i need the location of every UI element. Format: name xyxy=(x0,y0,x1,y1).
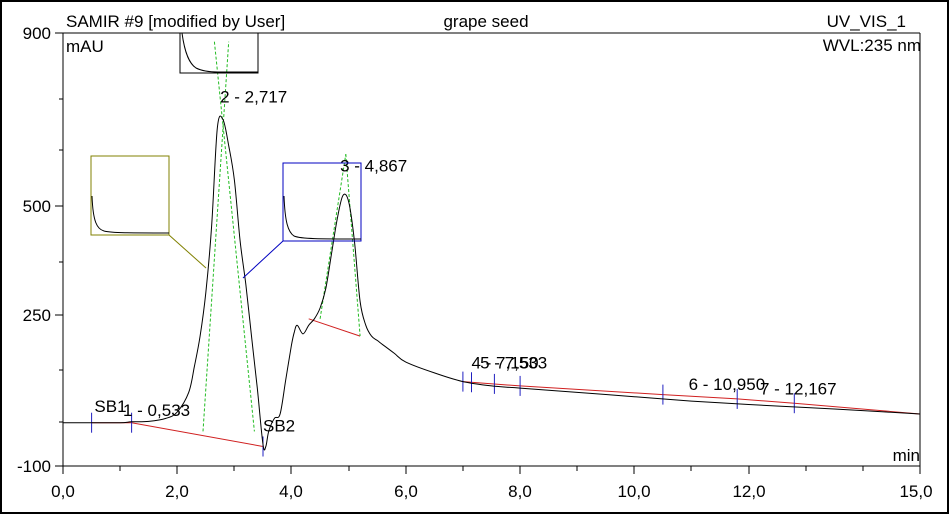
y-tick-label-900: 900 xyxy=(23,24,51,43)
peak-label-3: 2 - 2,717 xyxy=(220,87,287,106)
x-tick-label-10: 10,0 xyxy=(617,482,650,501)
y-tick-label-minus100: -100 xyxy=(17,457,51,476)
peak-label-5: 3 - 4,867 xyxy=(340,157,407,176)
baseline-2 xyxy=(308,318,361,337)
y-tick-label-500: 500 xyxy=(23,197,51,216)
fit-line-1 xyxy=(202,41,230,432)
y-tick-label-250: 250 xyxy=(23,306,51,325)
zoom-inset-blue xyxy=(242,162,362,279)
channel-label: UV_VIS_1 xyxy=(827,12,906,31)
inset-trace-olive xyxy=(91,195,169,234)
baseline-3 xyxy=(462,381,920,415)
baseline-1 xyxy=(91,422,264,447)
fit-line-3 xyxy=(319,154,347,319)
inset-frame-black xyxy=(179,32,259,74)
peak-label-8: 6 - 10,950 xyxy=(689,375,766,394)
fit-line-4 xyxy=(345,154,361,337)
peak-label-1: 1 - 0,533 xyxy=(123,401,190,420)
peak-fit-lines xyxy=(202,41,361,432)
y-axis-ticks xyxy=(55,32,63,467)
sample-name: grape seed xyxy=(443,12,528,31)
x-tick-label-12: 12,0 xyxy=(732,482,765,501)
inset-frame-blue xyxy=(282,162,362,242)
inset-frame-olive xyxy=(90,155,170,236)
zoom-inset-olive xyxy=(90,155,207,269)
x-axis-unit: min xyxy=(893,446,920,465)
chromatogram-trace xyxy=(63,115,920,451)
inset-connector-blue xyxy=(242,240,284,279)
peak-label-2: SB1 xyxy=(94,397,126,416)
x-tick-label-6: 6,0 xyxy=(394,482,418,501)
x-tick-label-15: 15,0 xyxy=(899,482,932,501)
x-axis-ticks xyxy=(62,466,921,474)
x-tick-label-0: 0,0 xyxy=(51,482,75,501)
wavelength-label: WVL:235 nm xyxy=(823,36,921,55)
peak-label-9: 7 - 12,167 xyxy=(760,380,837,399)
peak-label-6: 4 - 7,150 xyxy=(472,354,539,373)
plot-area xyxy=(63,41,920,457)
inset-trace-blue xyxy=(283,195,361,240)
x-tick-label-4: 4,0 xyxy=(279,482,303,501)
inset-connector-olive xyxy=(168,234,207,269)
fit-line-2 xyxy=(213,41,255,432)
peak-label-7: 5 - 7,533 xyxy=(480,354,547,373)
zoom-inset-peak-2 xyxy=(179,32,259,74)
y-axis-unit: mAU xyxy=(66,37,104,56)
inset-trace-black xyxy=(181,33,258,73)
x-tick-label-8: 8,0 xyxy=(508,482,532,501)
sample-title: SAMIR #9 [modified by User] xyxy=(66,12,285,31)
peak-label-4: SB2 xyxy=(263,416,295,435)
x-tick-label-2: 2,0 xyxy=(165,482,189,501)
